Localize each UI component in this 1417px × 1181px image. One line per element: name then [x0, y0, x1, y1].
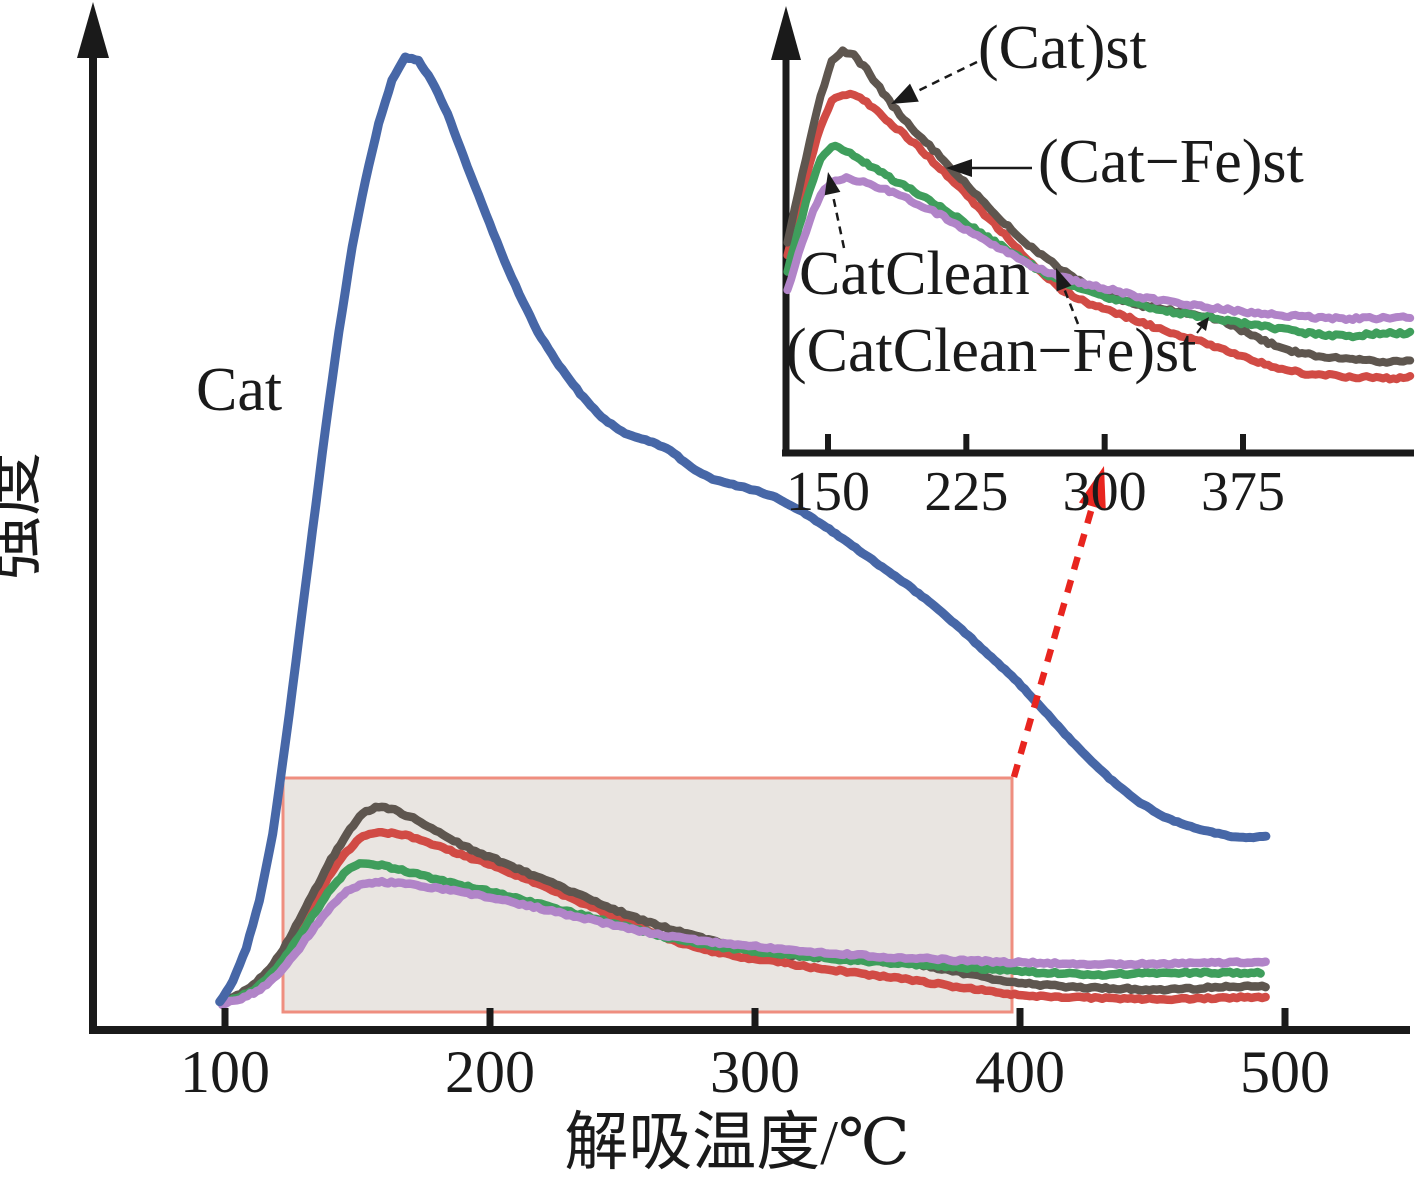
cat-st-arrow-head-icon	[891, 83, 919, 104]
main-y-axis	[77, 2, 109, 1032]
main-curves	[215, 52, 1271, 1010]
y-axis-arrowhead-icon	[77, 2, 109, 58]
main-x-tick-labels: 100 200 300 400 500	[180, 1039, 1330, 1105]
cat-fe-st-arrow-head-icon	[946, 159, 972, 177]
inset-x-tick-label: 150	[786, 461, 870, 523]
x-tick-label: 300	[710, 1039, 800, 1105]
inset-x-tick-label: 225	[924, 461, 1008, 523]
catclean-arrow-head-icon	[824, 172, 841, 196]
annotation-arrow-catclean	[824, 172, 846, 249]
zoom-arrow	[1010, 466, 1106, 778]
curve-(Cat−Fe)st	[783, 89, 1415, 384]
label-cat-st: (Cat)st	[978, 14, 1147, 82]
curve-CatClean	[783, 141, 1415, 342]
label-catclean: CatClean	[799, 240, 1030, 308]
curve-Cat	[215, 52, 1271, 1007]
curve-(CatClean−Fe)st	[783, 173, 1415, 324]
x-axis-title: 解吸温度/℃	[564, 1107, 909, 1178]
main-x-ticks	[221, 1008, 1289, 1027]
annotation-arrow-cat-fe-st	[946, 159, 1032, 177]
zoom-arrow-head-icon	[1078, 466, 1106, 511]
annotation-arrow-catclean-fe-st	[1056, 268, 1080, 325]
catclean-arrow-line	[831, 193, 846, 249]
label-cat-fe-st: (Cat−Fe)st	[1038, 128, 1304, 196]
annotation-arrow-cat-st	[891, 60, 978, 104]
small-arrow-line	[1196, 326, 1202, 334]
x-tick-label: 100	[180, 1039, 270, 1105]
inset-curves	[783, 46, 1415, 384]
inset-x-tick-label: 300	[1063, 461, 1147, 523]
inset-y-axis-arrowhead-icon	[771, 6, 801, 60]
cat-curve-label: Cat	[196, 356, 282, 424]
inset-x-ticks	[825, 434, 1246, 450]
small-arrow-head-icon	[1196, 317, 1209, 331]
inset-x-tick-label: 375	[1201, 461, 1285, 523]
catclean-fe-st-arrow-head-icon	[1056, 268, 1072, 292]
curve-(CatClean−Fe)st	[218, 876, 1270, 1010]
x-tick-label: 200	[445, 1039, 535, 1105]
cat-st-arrow-line	[913, 60, 978, 94]
x-tick-label: 500	[1240, 1039, 1330, 1105]
main-x-axis	[89, 1008, 1410, 1034]
catclean-fe-st-arrow-line	[1062, 288, 1080, 325]
label-catclean-fe-st: (CatClean−Fe)st	[786, 317, 1196, 385]
inset-x-tick-labels: 150 225 300 375	[786, 461, 1285, 523]
curve-(Cat−Fe)st	[218, 827, 1270, 1009]
y-axis-title: 强度	[0, 452, 48, 580]
x-tick-label: 400	[975, 1039, 1065, 1105]
annotation-small-arrow	[1196, 317, 1209, 334]
